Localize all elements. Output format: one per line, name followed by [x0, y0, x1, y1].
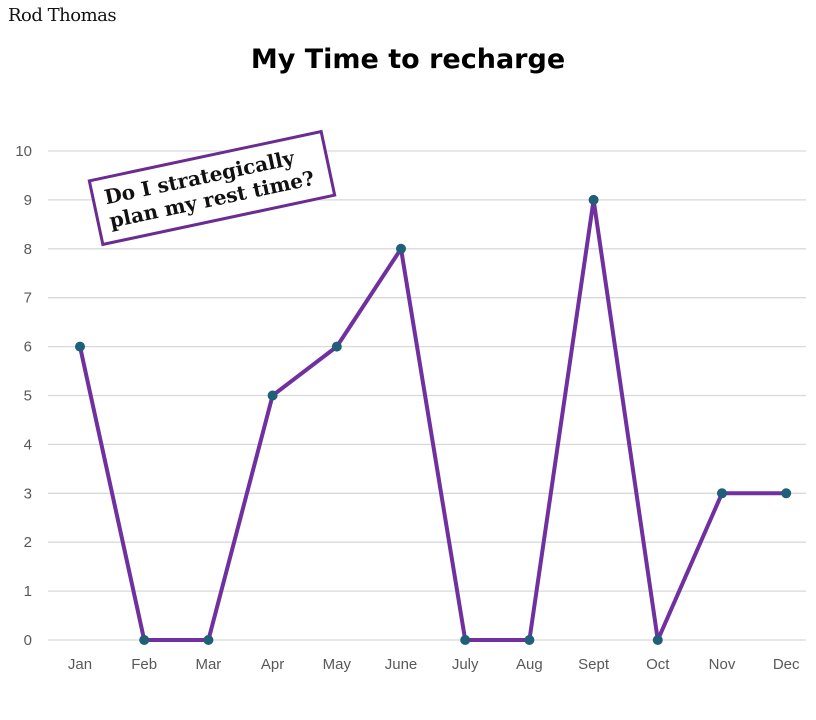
- x-tick-label: June: [385, 656, 418, 673]
- y-tick-label: 6: [24, 339, 32, 356]
- y-tick-label: 2: [24, 534, 32, 551]
- y-tick-label: 5: [24, 388, 32, 405]
- data-point: [588, 194, 599, 205]
- data-point: [267, 390, 278, 401]
- brand-logo: Rod Thomas: [8, 5, 117, 26]
- x-axis-ticks: Jan Feb Mar Apr May June July Aug Sept Oct Nov Dec: [68, 656, 800, 673]
- data-point: [781, 488, 792, 499]
- y-axis-ticks: 0 1 2 3 4 5 6 7 8 9 10: [15, 143, 32, 649]
- y-tick-label: 7: [24, 290, 32, 307]
- x-tick-label: Oct: [646, 656, 670, 673]
- x-tick-label: Dec: [773, 656, 800, 673]
- y-tick-label: 8: [24, 241, 32, 258]
- series-line: [78, 197, 789, 642]
- x-tick-label: July: [452, 656, 479, 673]
- x-tick-label: Nov: [709, 656, 736, 673]
- y-tick-label: 10: [15, 143, 32, 160]
- y-tick-label: 3: [24, 485, 32, 502]
- x-tick-label: Sept: [578, 656, 610, 673]
- data-point: [524, 635, 535, 645]
- y-tick-label: 0: [24, 632, 32, 649]
- x-tick-label: Aug: [516, 656, 543, 673]
- data-point: [331, 341, 342, 352]
- data-point: [203, 635, 214, 645]
- y-tick-label: 4: [24, 436, 32, 453]
- x-tick-label: Jan: [68, 656, 92, 673]
- y-tick-label: 1: [24, 583, 32, 600]
- markers: [75, 194, 792, 645]
- x-tick-label: Apr: [261, 656, 284, 673]
- y-tick-label: 9: [24, 192, 32, 209]
- x-tick-label: Mar: [195, 656, 221, 673]
- series: [78, 197, 789, 642]
- data-point: [139, 635, 150, 645]
- data-point: [396, 243, 406, 254]
- data-point: [75, 341, 85, 352]
- data-point: [652, 635, 663, 645]
- data-point: [460, 635, 471, 645]
- chart-title: My Time to recharge: [250, 44, 566, 75]
- data-point: [717, 488, 727, 499]
- x-tick-label: Feb: [131, 656, 157, 673]
- x-tick-label: May: [323, 656, 352, 673]
